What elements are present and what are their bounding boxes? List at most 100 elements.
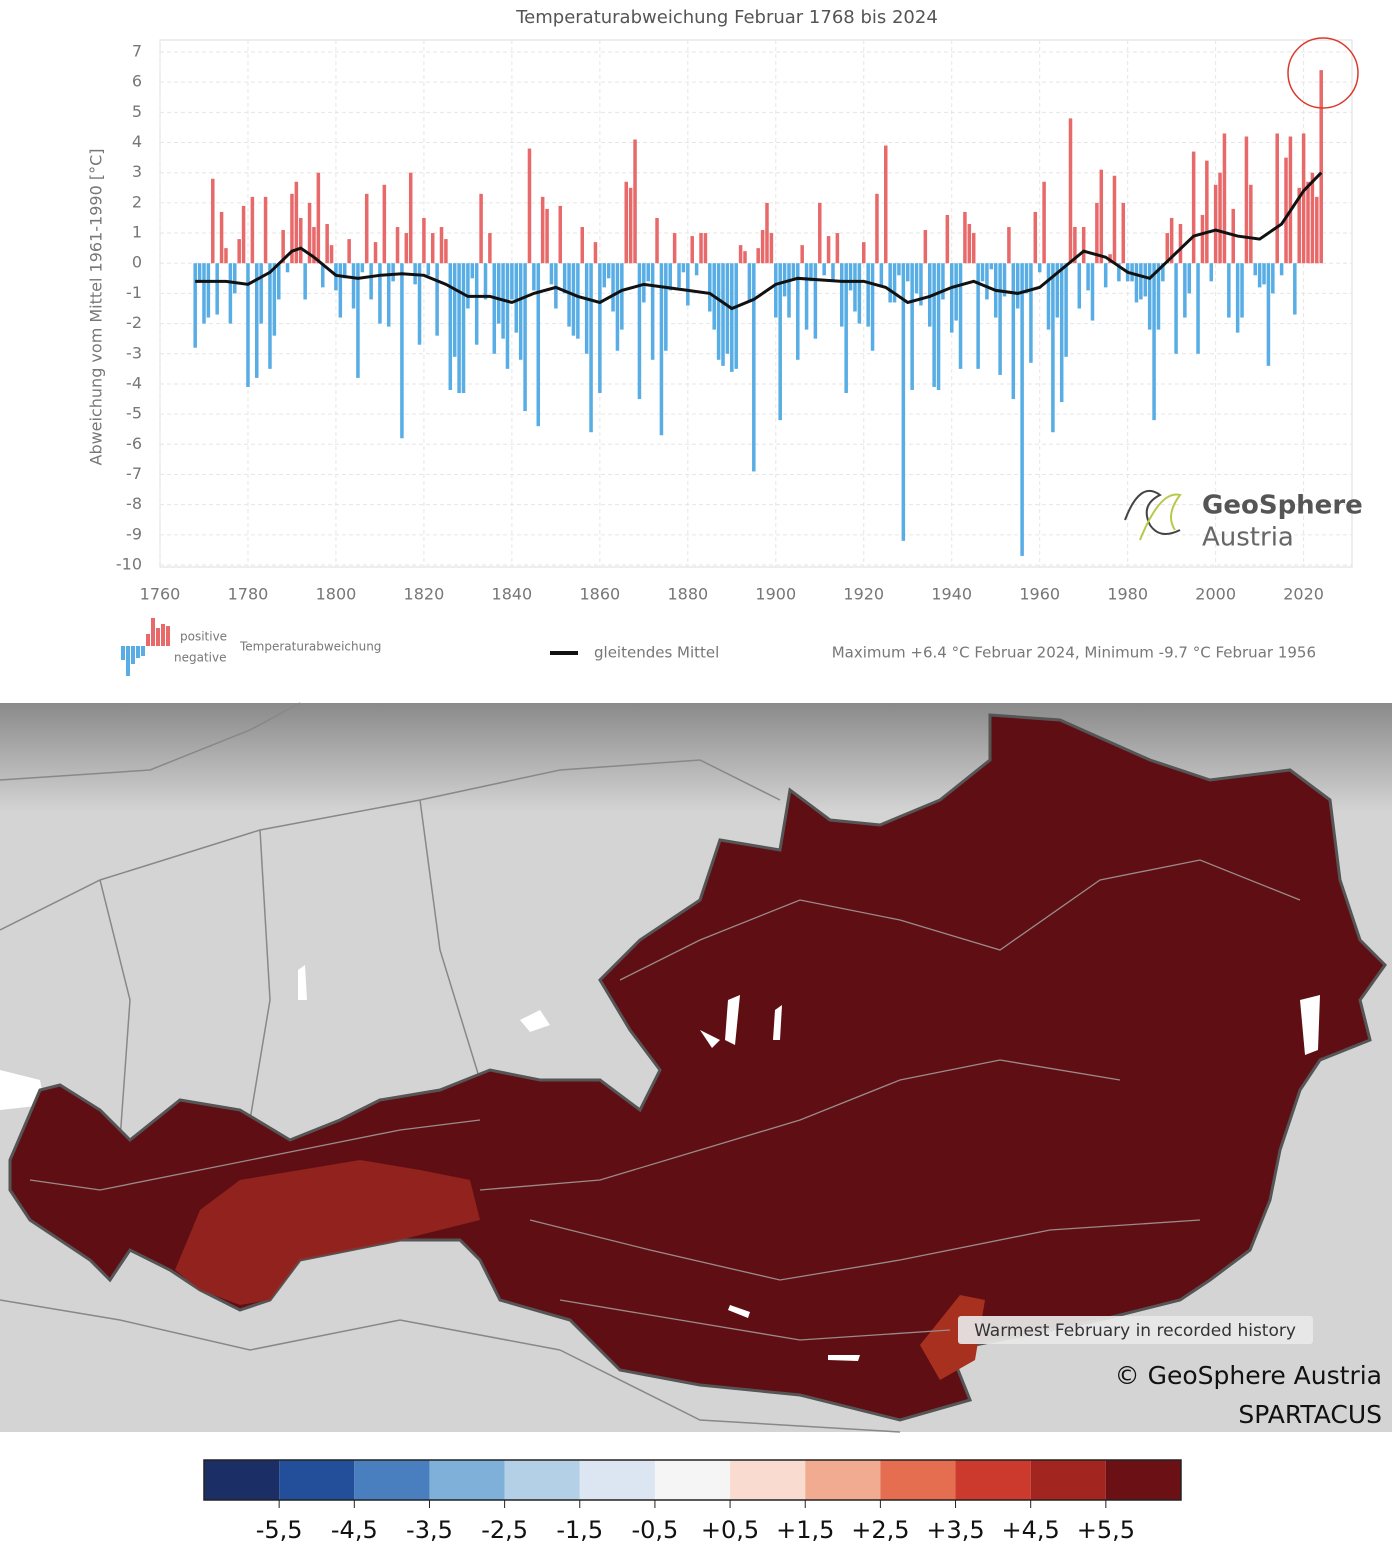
y-tick-label: 0 xyxy=(132,253,142,272)
bar xyxy=(470,263,475,279)
bar xyxy=(268,263,272,369)
bar xyxy=(444,239,448,264)
colorbar-tick-label: -2,5 xyxy=(481,1516,528,1544)
bar xyxy=(1244,136,1249,264)
bar xyxy=(1271,263,1275,294)
bar xyxy=(294,181,299,264)
y-tick-label: 7 xyxy=(132,42,142,61)
bar xyxy=(1284,157,1288,264)
colorbar-tick-label: +0,5 xyxy=(701,1516,759,1544)
legend-negative: negative xyxy=(174,651,226,665)
bar xyxy=(1103,263,1108,288)
bar xyxy=(593,242,598,264)
bar xyxy=(1011,263,1016,400)
bar xyxy=(417,263,422,345)
bar xyxy=(901,263,906,541)
legend-swatch-negative xyxy=(121,646,125,660)
bar xyxy=(1068,118,1073,264)
y-tick-label: 5 xyxy=(132,102,142,121)
bar xyxy=(730,263,734,372)
border xyxy=(559,1349,901,1433)
bar xyxy=(211,178,215,264)
bar xyxy=(760,230,765,264)
bar xyxy=(1262,263,1266,285)
lake xyxy=(773,1005,782,1040)
bar xyxy=(426,263,431,276)
x-tick-label: 1880 xyxy=(667,585,708,604)
bar xyxy=(765,202,769,264)
bar xyxy=(1205,160,1209,264)
colorbar-tick-label: +4,5 xyxy=(1002,1516,1060,1544)
bar xyxy=(373,242,378,264)
bar xyxy=(646,263,650,282)
bar xyxy=(862,242,866,264)
lake xyxy=(520,1010,550,1032)
alpine-region xyxy=(175,1160,480,1305)
bar xyxy=(1117,263,1121,282)
bar xyxy=(796,263,800,360)
bar xyxy=(1073,227,1077,264)
bar xyxy=(250,196,255,264)
bar xyxy=(716,263,721,360)
bar xyxy=(281,230,285,264)
logo-mark xyxy=(1139,493,1182,541)
bar xyxy=(954,263,958,321)
bar xyxy=(488,233,492,264)
bar xyxy=(202,263,206,324)
y-tick-label: -7 xyxy=(126,464,142,483)
x-tick-label: 1840 xyxy=(492,585,533,604)
colorbar-cell xyxy=(730,1460,806,1500)
bar xyxy=(496,263,501,324)
x-tick-label: 1780 xyxy=(228,585,269,604)
bar xyxy=(958,263,963,369)
lines xyxy=(195,171,1323,311)
bar xyxy=(325,224,329,264)
river xyxy=(419,799,481,1081)
bar xyxy=(703,233,708,264)
lake xyxy=(700,1030,720,1048)
bar xyxy=(967,224,972,264)
bar xyxy=(1222,133,1227,264)
bar xyxy=(386,263,391,327)
bar xyxy=(285,263,290,273)
bar xyxy=(866,263,870,327)
bar xyxy=(637,263,642,400)
bar xyxy=(369,263,373,300)
bar xyxy=(1297,187,1301,264)
colorbar-cell xyxy=(1030,1460,1106,1500)
bar xyxy=(1161,263,1165,282)
bar xyxy=(769,233,774,264)
bar xyxy=(971,233,976,264)
bar xyxy=(650,263,655,360)
bar xyxy=(1147,263,1152,330)
bar xyxy=(1090,263,1095,321)
bar xyxy=(571,263,576,336)
bar xyxy=(1051,263,1055,433)
river xyxy=(479,1059,1121,1191)
legend-bar-label: Temperaturabweichung xyxy=(239,640,381,654)
bar xyxy=(1240,263,1244,318)
y-tick-label: 1 xyxy=(132,223,142,242)
lake xyxy=(725,995,740,1045)
bar xyxy=(193,263,197,348)
colorbar-frame xyxy=(203,1459,1182,1501)
bar xyxy=(1139,263,1143,300)
bar xyxy=(1143,263,1148,297)
colorbar-tick-label: -5,5 xyxy=(256,1516,303,1544)
bar xyxy=(910,263,914,390)
bar xyxy=(272,263,277,336)
bar xyxy=(1196,263,1200,354)
bar xyxy=(1257,263,1262,288)
y-tick-label: -9 xyxy=(126,524,142,543)
bar xyxy=(312,227,316,264)
x-tick-label: 1860 xyxy=(579,585,620,604)
logo-text: GeoSphere xyxy=(1202,491,1363,521)
bar xyxy=(342,263,347,279)
colorbar-tick-label: -3,5 xyxy=(406,1516,453,1544)
y-tick-label: 3 xyxy=(132,162,142,181)
bar xyxy=(611,263,615,312)
bar xyxy=(206,263,211,318)
y-tick-label: -2 xyxy=(126,313,142,332)
bar xyxy=(263,196,268,264)
bar xyxy=(1169,217,1174,264)
